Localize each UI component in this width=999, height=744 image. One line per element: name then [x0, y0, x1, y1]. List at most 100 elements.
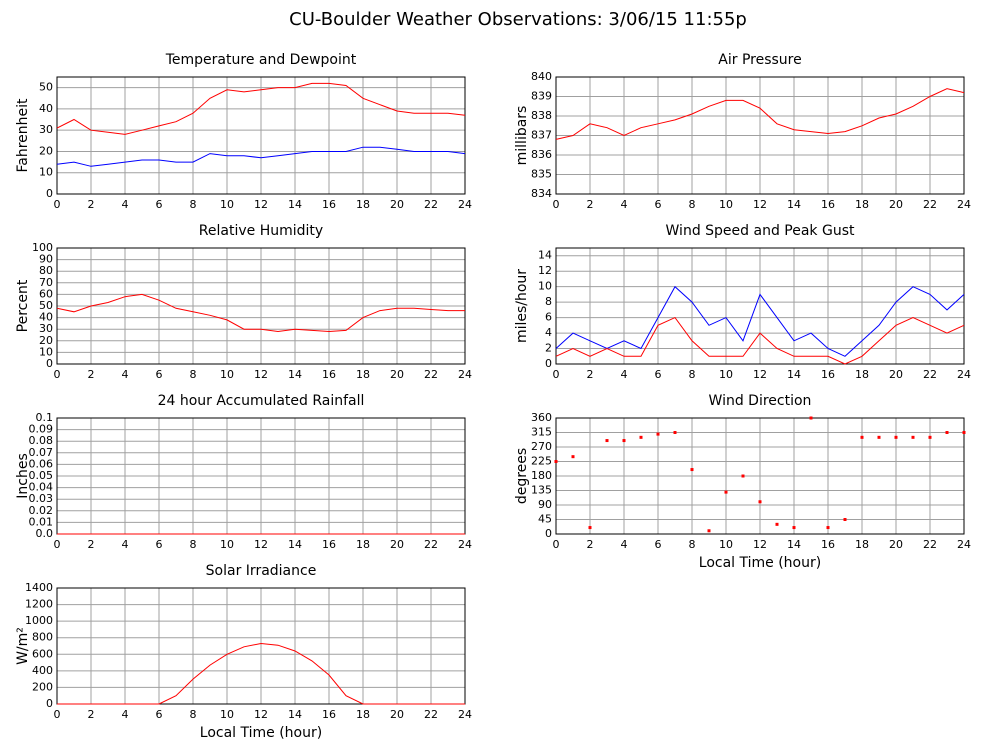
data-point [724, 490, 728, 494]
data-line [56, 146, 466, 167]
x-tick-label: 16 [322, 708, 336, 721]
x-tick-label: 4 [122, 708, 129, 721]
x-tick-label: 10 [719, 198, 733, 211]
data-point [826, 526, 830, 530]
x-tick-label: 6 [156, 198, 163, 211]
data-point [894, 435, 898, 439]
x-tick-label: 4 [122, 538, 129, 551]
chart-title: Air Pressure [718, 52, 801, 68]
data-line [555, 88, 965, 140]
data-point [843, 518, 847, 521]
y-tick-label: 30 [39, 322, 53, 335]
data-point [877, 435, 881, 439]
x-tick-label: 14 [288, 368, 302, 381]
plot-frame [555, 247, 965, 365]
plot-frame [555, 76, 965, 195]
y-tick-label: 8 [545, 295, 552, 308]
y-tick-label: 0.0 [36, 527, 54, 540]
data-point [622, 439, 626, 443]
y-tick-label: 600 [32, 647, 53, 660]
y-axis-label: Percent [15, 279, 31, 332]
x-tick-label: 2 [587, 368, 594, 381]
y-tick-label: 0.05 [29, 469, 54, 482]
x-tick-label: 20 [390, 538, 404, 551]
x-tick-label: 12 [254, 538, 268, 551]
x-tick-label: 8 [190, 538, 197, 551]
y-tick-label: 0 [46, 697, 53, 710]
x-tick-label: 2 [88, 368, 95, 381]
chart-title: Wind Speed and Peak Gust [666, 223, 855, 239]
data-point [554, 460, 558, 463]
x-tick-label: 8 [190, 368, 197, 381]
x-tick-label: 20 [889, 368, 903, 381]
x-tick-label: 16 [821, 368, 835, 381]
x-tick-label: 12 [254, 368, 268, 381]
x-tick-label: 16 [322, 368, 336, 381]
x-tick-label: 24 [957, 538, 971, 551]
page-title: CU-Boulder Weather Observations: 3/06/15… [289, 9, 747, 30]
x-tick-label: 4 [122, 198, 129, 211]
x-tick-label: 10 [220, 198, 234, 211]
y-tick-label: 12 [538, 264, 552, 277]
y-tick-label: 800 [32, 631, 53, 644]
data-point [605, 439, 609, 443]
data-point [741, 474, 745, 478]
y-tick-label: 1200 [25, 598, 53, 611]
x-tick-label: 8 [190, 708, 197, 721]
y-tick-label: 0.08 [29, 434, 54, 447]
y-tick-label: 200 [32, 680, 53, 693]
x-tick-label: 4 [621, 368, 628, 381]
x-tick-label: 18 [356, 198, 370, 211]
x-tick-label: 24 [957, 368, 971, 381]
x-tick-label: 14 [787, 198, 801, 211]
plot-frame [56, 76, 466, 195]
y-tick-label: 840 [531, 70, 552, 83]
data-point [673, 431, 677, 434]
x-tick-label: 0 [54, 708, 61, 721]
x-tick-label: 20 [390, 368, 404, 381]
x-tick-label: 0 [553, 368, 560, 381]
x-tick-label: 4 [122, 368, 129, 381]
x-axis-label: Local Time (hour) [699, 555, 821, 571]
x-tick-label: 14 [787, 538, 801, 551]
plot-frame [56, 587, 466, 705]
data-point [690, 468, 694, 472]
y-tick-label: 50 [39, 299, 53, 312]
x-tick-label: 10 [220, 368, 234, 381]
x-tick-label: 16 [322, 198, 336, 211]
x-tick-label: 6 [655, 368, 662, 381]
y-axis-label: Fahrenheit [15, 98, 31, 173]
y-tick-label: 1400 [25, 581, 53, 594]
x-tick-label: 16 [821, 198, 835, 211]
y-tick-label: 836 [531, 148, 552, 161]
x-tick-label: 4 [621, 198, 628, 211]
x-tick-label: 24 [458, 198, 472, 211]
y-tick-label: 839 [531, 90, 552, 103]
plot-frame [555, 417, 965, 535]
plot-frame [56, 247, 466, 365]
x-tick-label: 18 [855, 368, 869, 381]
y-tick-label: 10 [39, 345, 53, 358]
x-tick-label: 8 [689, 368, 696, 381]
y-tick-label: 4 [545, 326, 552, 339]
x-tick-label: 6 [156, 538, 163, 551]
x-tick-label: 10 [719, 368, 733, 381]
x-tick-label: 2 [88, 708, 95, 721]
data-line [555, 285, 965, 357]
x-tick-label: 24 [458, 708, 472, 721]
data-point [656, 432, 660, 436]
x-tick-label: 20 [390, 198, 404, 211]
x-tick-label: 14 [288, 708, 302, 721]
y-tick-label: 0.03 [29, 492, 54, 505]
data-point [809, 416, 813, 420]
x-tick-label: 6 [156, 708, 163, 721]
y-tick-label: 0.09 [29, 423, 54, 436]
y-tick-label: 10 [39, 166, 53, 179]
y-axis-label: miles/hour [514, 269, 530, 343]
x-tick-label: 14 [288, 198, 302, 211]
y-axis-label: millibars [514, 106, 530, 166]
x-tick-label: 18 [855, 538, 869, 551]
x-tick-label: 12 [753, 538, 767, 551]
x-tick-label: 22 [923, 538, 937, 551]
x-tick-label: 20 [889, 198, 903, 211]
